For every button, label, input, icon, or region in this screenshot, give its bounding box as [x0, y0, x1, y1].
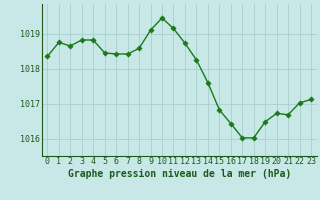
X-axis label: Graphe pression niveau de la mer (hPa): Graphe pression niveau de la mer (hPa): [68, 169, 291, 179]
